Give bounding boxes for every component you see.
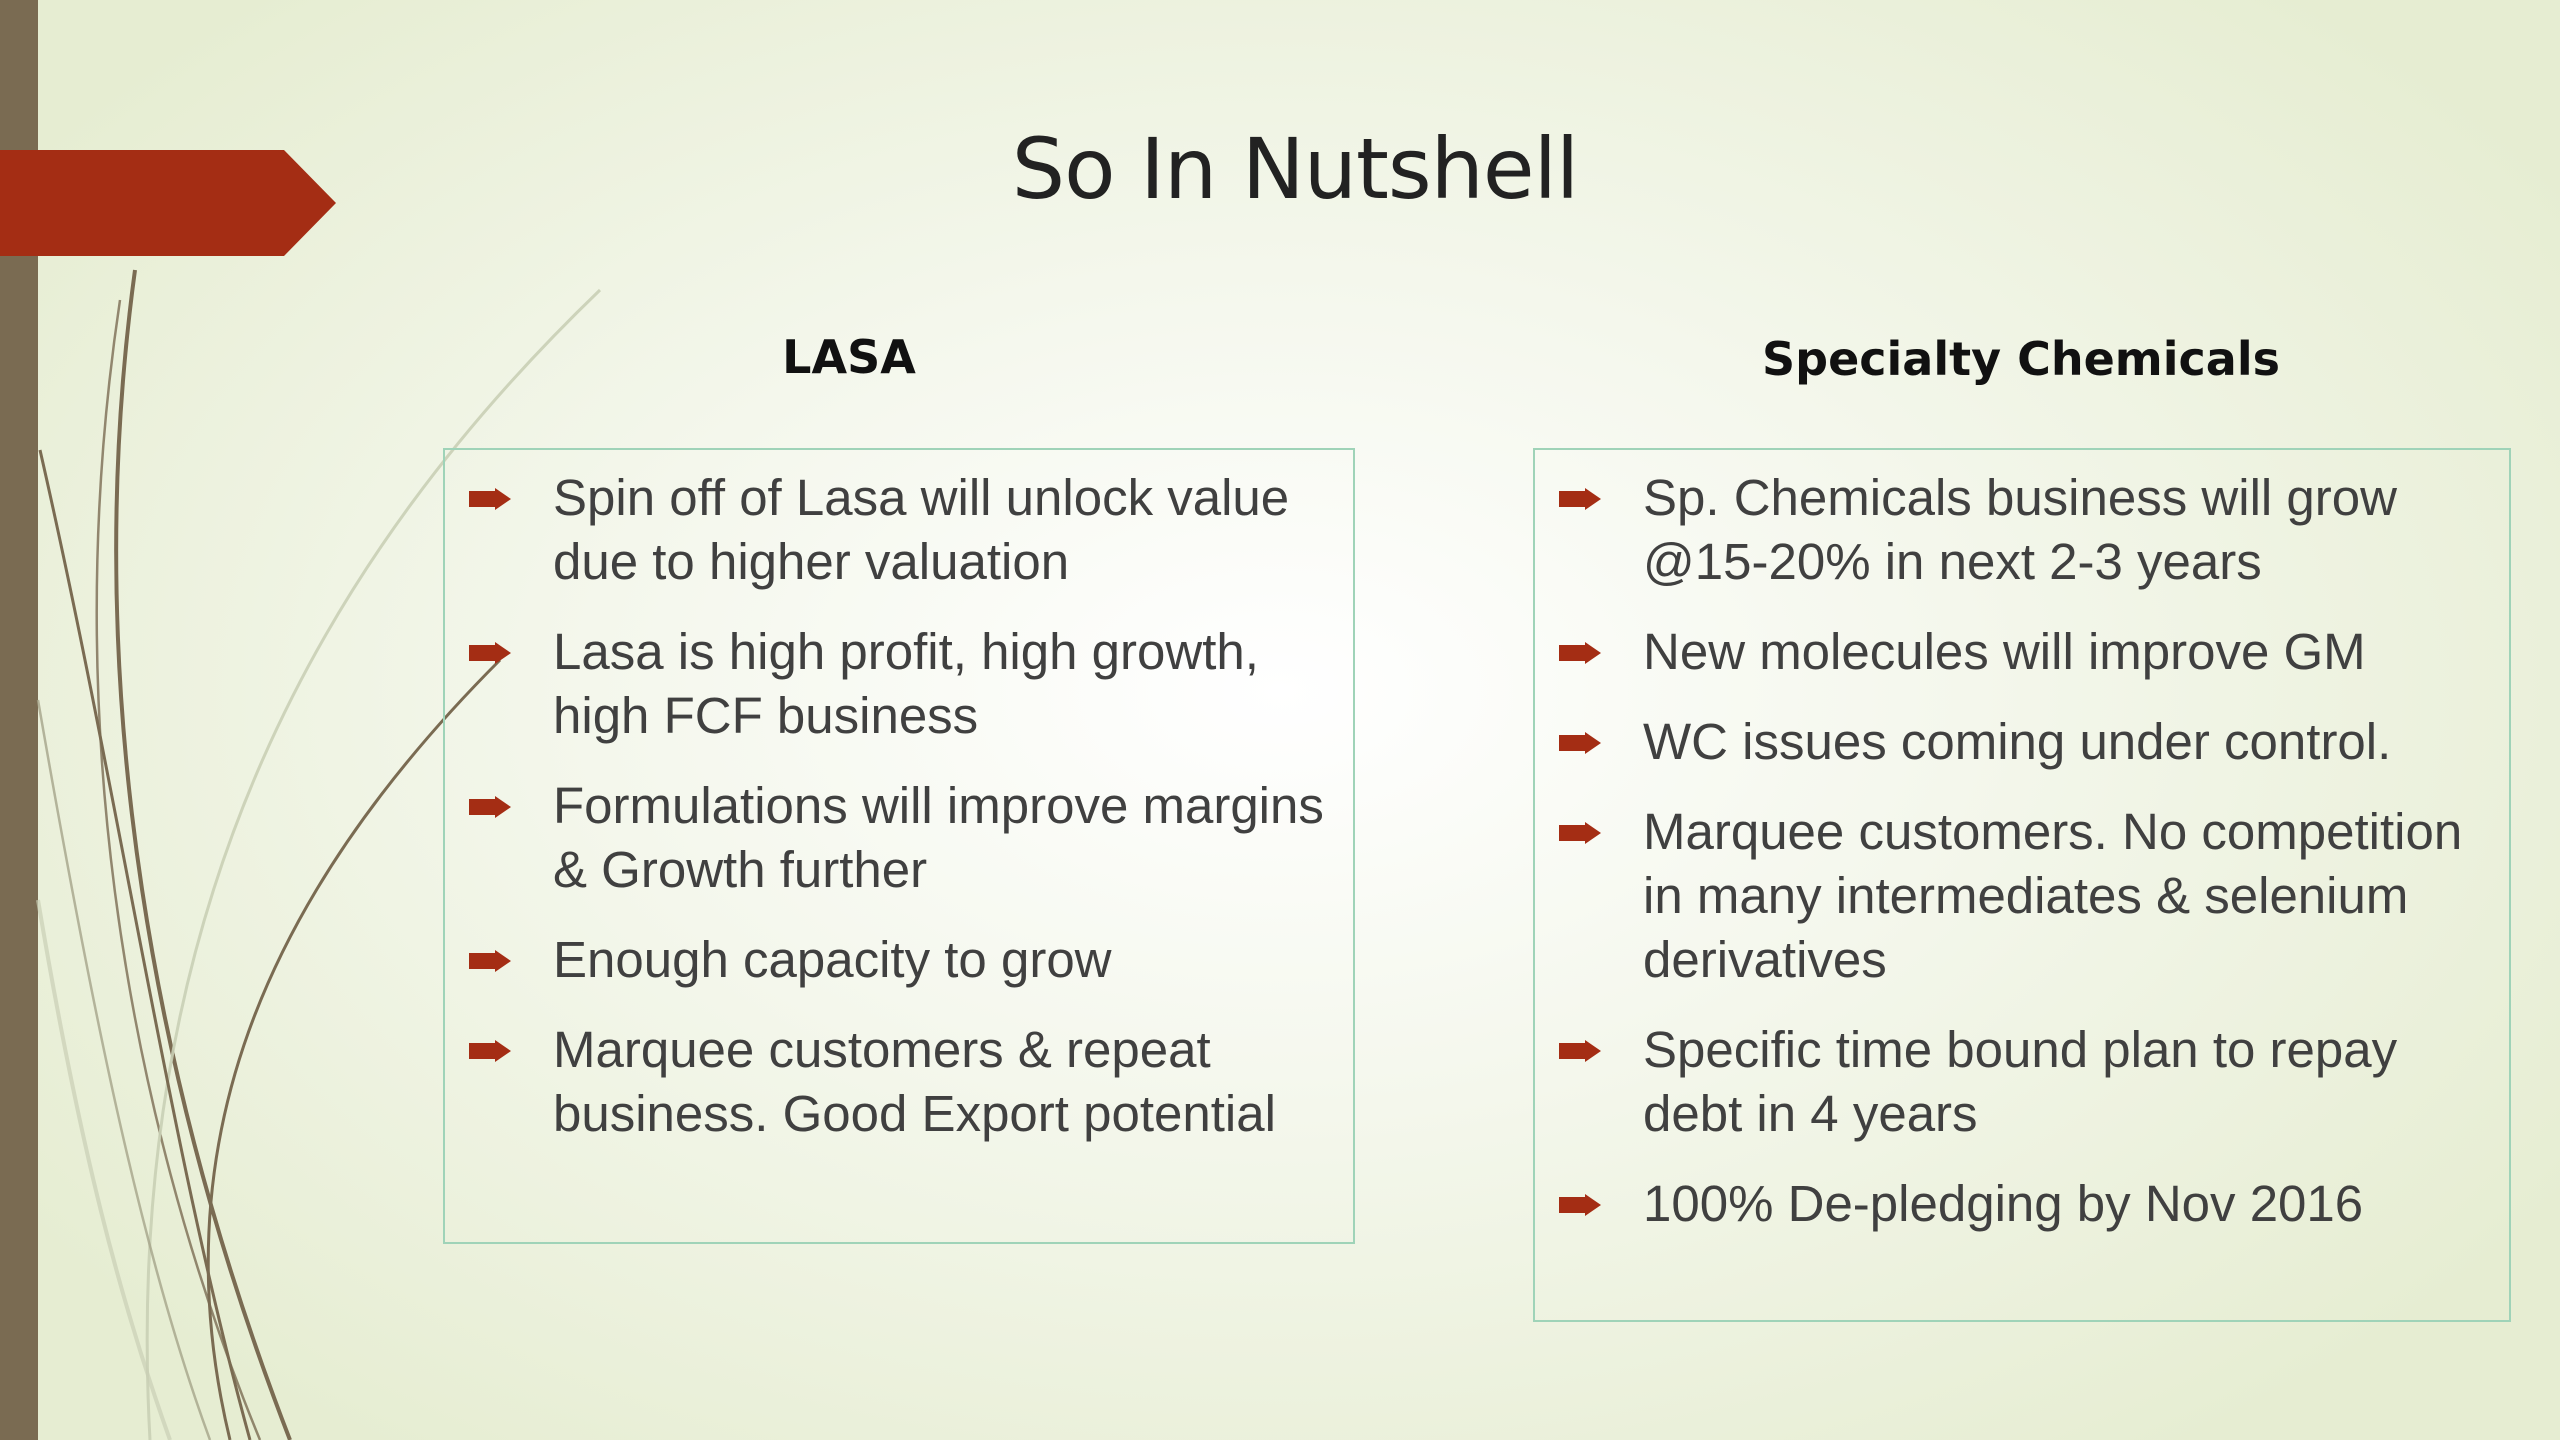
- specialty-chemicals-heading: Specialty Chemicals: [1762, 332, 2280, 386]
- bullet-text: Marquee customers. No competition in man…: [1643, 803, 2463, 988]
- list-item: WC issues coming under control.: [1555, 710, 2489, 774]
- arrow-bullet-icon: [1559, 488, 1601, 510]
- arrow-bullet-icon: [1559, 642, 1601, 664]
- bullet-text: Spin off of Lasa will unlock value due t…: [553, 469, 1290, 590]
- arrow-bullet-icon: [469, 1040, 511, 1062]
- bullet-text: 100% De-pledging by Nov 2016: [1643, 1175, 2364, 1232]
- arrow-bullet-icon: [1559, 732, 1601, 754]
- bullet-text: Formulations will improve margins & Grow…: [553, 777, 1324, 898]
- slide-title: So In Nutshell: [1011, 120, 1580, 218]
- lasa-heading: LASA: [782, 330, 916, 384]
- decorative-curves: [36, 269, 602, 1440]
- title-arrow-banner: [0, 150, 336, 256]
- arrow-bullet-icon: [1559, 1040, 1601, 1062]
- list-item: Lasa is high profit, high growth, high F…: [465, 620, 1333, 748]
- bullet-text: Enough capacity to grow: [553, 931, 1112, 988]
- bullet-text: Specific time bound plan to repay debt i…: [1643, 1021, 2398, 1142]
- list-item: New molecules will improve GM: [1555, 620, 2489, 684]
- list-item: Marquee customers. No competition in man…: [1555, 800, 2489, 992]
- list-item: Marquee customers & repeat business. Goo…: [465, 1018, 1333, 1146]
- list-item: Specific time bound plan to repay debt i…: [1555, 1018, 2489, 1146]
- list-item: Enough capacity to grow: [465, 928, 1333, 992]
- list-item: Sp. Chemicals business will grow @15-20%…: [1555, 466, 2489, 594]
- list-item: Spin off of Lasa will unlock value due t…: [465, 466, 1333, 594]
- bullet-text: New molecules will improve GM: [1643, 623, 2366, 680]
- arrow-bullet-icon: [1559, 822, 1601, 844]
- bullet-text: WC issues coming under control.: [1643, 713, 2392, 770]
- bullet-text: Sp. Chemicals business will grow @15-20%…: [1643, 469, 2397, 590]
- list-item: 100% De-pledging by Nov 2016: [1555, 1172, 2489, 1236]
- specialty-chemicals-bullet-list: Sp. Chemicals business will grow @15-20%…: [1535, 450, 2509, 1236]
- lasa-box: Spin off of Lasa will unlock value due t…: [443, 448, 1355, 1244]
- list-item: Formulations will improve margins & Grow…: [465, 774, 1333, 902]
- arrow-bullet-icon: [469, 488, 511, 510]
- arrow-bullet-icon: [469, 950, 511, 972]
- arrow-bullet-icon: [469, 796, 511, 818]
- lasa-bullet-list: Spin off of Lasa will unlock value due t…: [445, 450, 1353, 1146]
- bullet-text: Marquee customers & repeat business. Goo…: [553, 1021, 1276, 1142]
- arrow-bullet-icon: [469, 642, 511, 664]
- arrow-bullet-icon: [1559, 1194, 1601, 1216]
- specialty-chemicals-box: Sp. Chemicals business will grow @15-20%…: [1533, 448, 2511, 1322]
- bullet-text: Lasa is high profit, high growth, high F…: [553, 623, 1259, 744]
